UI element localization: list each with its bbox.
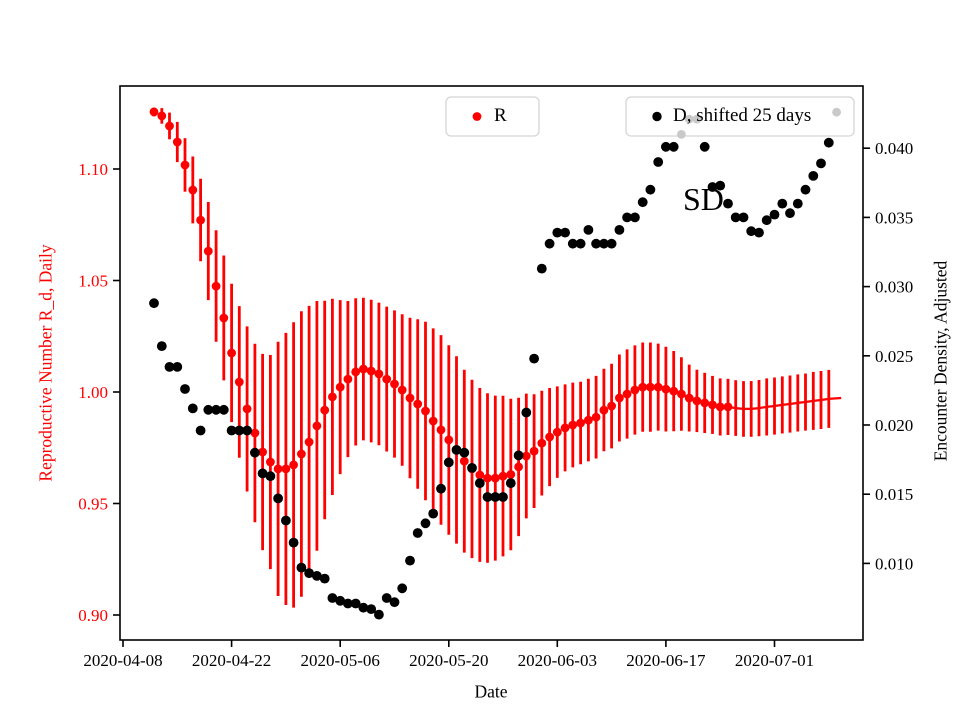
- r-error-bars: [152, 107, 831, 608]
- svg-text:0.020: 0.020: [875, 416, 913, 435]
- right-axis-ticks: 0.040 0.035 0.030 0.025 0.020 0.015 0.010: [863, 139, 913, 573]
- svg-text:2020-06-17: 2020-06-17: [626, 651, 706, 670]
- svg-text:2020-07-01: 2020-07-01: [735, 651, 814, 670]
- svg-text:2020-04-22: 2020-04-22: [192, 651, 271, 670]
- r-markers: [149, 107, 733, 483]
- svg-text:0.015: 0.015: [875, 485, 913, 504]
- svg-text:1.05: 1.05: [78, 272, 108, 291]
- left-axis-ticks: 1.10 1.05 1.00 0.95 0.90: [78, 160, 120, 625]
- x-axis-label: Date: [474, 681, 508, 702]
- svg-text:2020-06-03: 2020-06-03: [518, 651, 597, 670]
- svg-text:0.035: 0.035: [875, 208, 913, 227]
- legend-markers: [472, 111, 662, 122]
- svg-text:1.00: 1.00: [78, 383, 108, 402]
- svg-text:1.10: 1.10: [78, 160, 108, 179]
- svg-text:0.95: 0.95: [78, 495, 108, 514]
- legend-label-d-shifted: D, shifted 25 days: [673, 105, 812, 126]
- svg-text:0.025: 0.025: [875, 347, 913, 366]
- legend-marker-d: [652, 111, 662, 122]
- svg-text:0.030: 0.030: [875, 278, 913, 297]
- svg-text:2020-05-20: 2020-05-20: [409, 651, 488, 670]
- svg-text:0.010: 0.010: [875, 554, 913, 573]
- x-axis-ticks: 2020-04-08 2020-04-22 2020-05-06 2020-05-20…: [83, 640, 814, 670]
- legend-frames: [445, 96, 855, 137]
- plot-border: [119, 85, 864, 641]
- legend-marker-r: [472, 112, 482, 121]
- d-markers: [149, 107, 841, 620]
- svg-text:0.90: 0.90: [78, 606, 108, 625]
- sd-annotation: SD: [683, 181, 724, 217]
- svg-text:2020-04-08: 2020-04-08: [83, 651, 162, 670]
- left-y-axis-label: Reproductive Number R_d, Daily: [35, 244, 56, 482]
- svg-text:0.040: 0.040: [875, 139, 913, 158]
- right-y-axis-label: Encounter Density, Adjusted: [930, 260, 951, 462]
- legend-label-r: R: [494, 105, 507, 126]
- svg-text:2020-05-06: 2020-05-06: [301, 651, 380, 670]
